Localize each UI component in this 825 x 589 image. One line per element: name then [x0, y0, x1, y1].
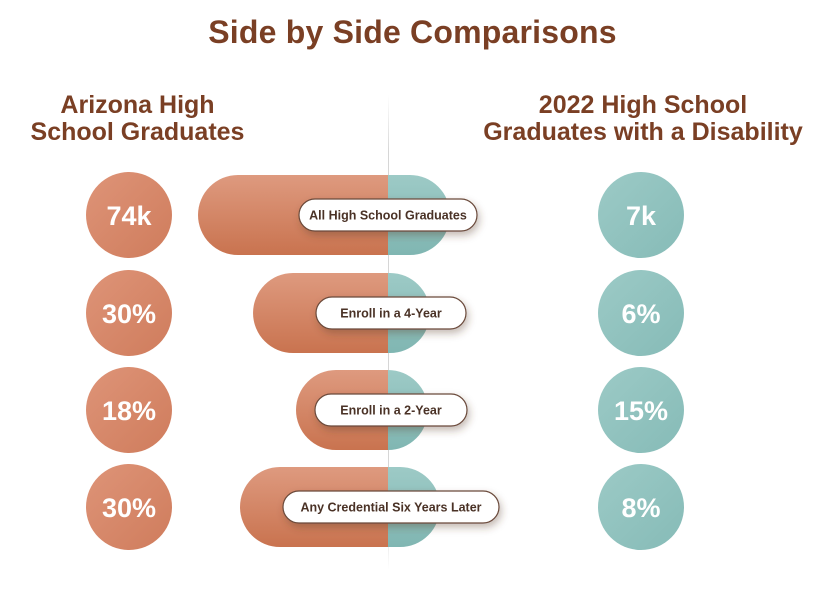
category-pill	[282, 490, 500, 524]
left-bar	[198, 175, 388, 255]
category-label: All High School Graduates	[309, 209, 467, 223]
category-pill	[314, 393, 468, 427]
right-value-label: 6%	[621, 299, 660, 329]
comparison-row: All High School Graduates 74k 7k	[86, 172, 684, 258]
left-value-circle	[86, 464, 172, 550]
left-value-label: 30%	[102, 493, 156, 523]
category-pill	[298, 198, 478, 232]
right-value-label: 8%	[621, 493, 660, 523]
comparison-row: Enroll in a 4-Year 30% 6%	[86, 270, 684, 356]
left-column-heading: Arizona High School Graduates	[20, 92, 255, 146]
right-heading-line-2: Graduates with a Disability	[483, 118, 803, 146]
left-value-label: 74k	[106, 201, 152, 231]
right-value-circle	[598, 172, 684, 258]
left-value-label: 18%	[102, 396, 156, 426]
category-label: Enroll in a 2-Year	[340, 404, 442, 418]
left-value-label: 30%	[102, 299, 156, 329]
right-heading-line-1: 2022 High School	[538, 91, 748, 119]
left-heading-line-1: Arizona High	[60, 91, 215, 119]
right-value-circle	[598, 367, 684, 453]
category-label: Enroll in a 4-Year	[340, 307, 442, 321]
left-value-circle	[86, 367, 172, 453]
comparison-row: Enroll in a 2-Year 18% 15%	[86, 367, 684, 453]
right-value-circle	[598, 464, 684, 550]
right-value-circle	[598, 270, 684, 356]
category-label: Any Credential Six Years Later	[300, 501, 481, 515]
left-heading-line-2: School Graduates	[30, 118, 245, 146]
left-value-circle	[86, 270, 172, 356]
category-pill	[315, 296, 467, 330]
left-value-circle	[86, 172, 172, 258]
comparison-row: Any Credential Six Years Later 30% 8%	[86, 464, 684, 550]
page-title: Side by Side Comparisons	[208, 14, 617, 50]
right-value-label: 7k	[626, 201, 657, 231]
right-column-heading: 2022 High School Graduates with a Disabi…	[478, 92, 808, 146]
right-value-label: 15%	[614, 396, 668, 426]
